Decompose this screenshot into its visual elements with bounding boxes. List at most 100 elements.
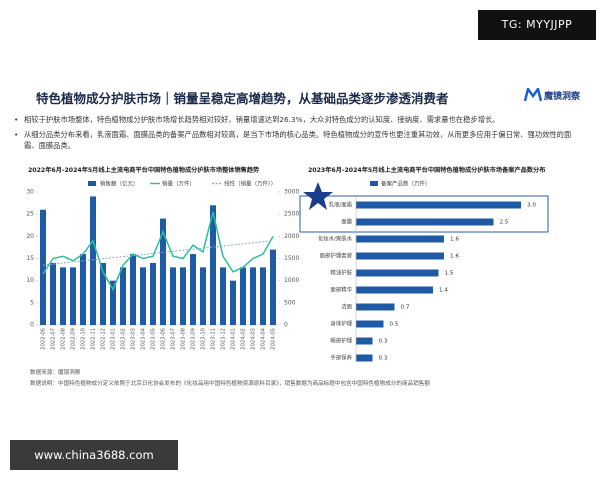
- y2-tick-label: 0: [284, 322, 288, 329]
- bar: [210, 205, 216, 325]
- bar: [180, 267, 186, 325]
- bar: [356, 201, 521, 209]
- value-label: 0.3: [379, 356, 388, 362]
- bar: [170, 267, 176, 325]
- bar: [230, 280, 236, 325]
- star: [303, 182, 333, 210]
- x-tick-label: 2023-03: [131, 328, 137, 350]
- x-tick-label: 2023-05: [151, 328, 157, 350]
- bar: [200, 267, 206, 325]
- y-tick-label: 20: [26, 233, 34, 240]
- slide-title: 特色植物成分护肤市场｜销量呈稳定高增趋势，从基础品类逐步渗透消费者: [36, 91, 449, 106]
- bar: [80, 254, 86, 325]
- bar: [356, 303, 395, 311]
- legend-label: 线性（销量（万件））: [224, 180, 276, 188]
- category-label: 面部护理套装: [320, 252, 353, 260]
- x-tick-label: 2024-05: [271, 328, 277, 350]
- bar: [356, 218, 494, 226]
- y2-tick-label: 3000: [284, 189, 299, 196]
- watermark: TG: MYYJJPP: [478, 10, 596, 40]
- x-tick-label: 2023-07: [171, 328, 177, 350]
- x-tick-label: 2023-08: [181, 328, 187, 350]
- value-label: 1.6: [450, 237, 459, 243]
- bullet: 从细分品类分布来看，乳液面霜、面膜品类的备案产品数相对较高，是当下市场的核心品类…: [14, 129, 584, 151]
- bar: [356, 286, 433, 294]
- highlight-box: [299, 195, 549, 233]
- x-tick-label: 2022-09: [71, 328, 77, 350]
- category-label: 乳液/面霜: [329, 201, 353, 209]
- logo-text: 魔镜洞察: [544, 92, 581, 102]
- x-tick-label: 2022-10: [81, 328, 87, 350]
- value-label: 0.5: [390, 322, 399, 328]
- value-label: 3.0: [527, 203, 536, 209]
- bar: [40, 209, 46, 325]
- bar: [356, 320, 384, 328]
- category-label: 化妆水/爽肤水: [318, 235, 353, 243]
- category-label: 眼部护理: [330, 337, 352, 345]
- bar: [240, 267, 246, 325]
- y-tick-label: 10: [26, 277, 34, 284]
- legend-label: 销售额（亿元）: [100, 180, 139, 188]
- chart-title: 2023年6月-2024年5月线上主流电商平台中国特色植物成分护肤市场备案产品数…: [308, 166, 545, 174]
- chart-title: 2022年6月-2024年5月线上主流电商平台中国特色植物成分护肤市场整体销售趋…: [28, 166, 260, 174]
- y-tick-label: 30: [26, 189, 34, 196]
- x-tick-label: 2023-04: [141, 327, 147, 349]
- y2-tick-label: 2000: [284, 233, 299, 240]
- bullet: 相较于护肤市场整体，特色植物成分护肤市场增长趋势相对较好，销量增速达到26.3%…: [14, 114, 584, 125]
- value-label: 1.6: [450, 254, 459, 260]
- value-label: 0.3: [379, 339, 388, 345]
- y-tick-label: 25: [26, 211, 34, 218]
- legend-label: 销量（万件）: [162, 180, 195, 188]
- x-tick-label: 2023-10: [201, 328, 207, 350]
- x-tick-label: 2023-12: [221, 328, 227, 350]
- trend-line: [42, 240, 274, 266]
- bar: [50, 262, 56, 325]
- bar: [270, 249, 276, 325]
- x-tick-label: 2024-04: [261, 327, 267, 349]
- bar: [90, 196, 96, 325]
- y2-tick-label: 500: [284, 299, 296, 306]
- category-label: 精油护肤: [330, 269, 352, 277]
- x-tick-label: 2024-01: [231, 328, 237, 350]
- bar: [100, 262, 106, 325]
- category-label: 身体护理: [330, 320, 352, 328]
- x-tick-label: 2023-11: [211, 328, 217, 350]
- legend-swatch: [370, 181, 378, 186]
- value-label: 2.5: [500, 220, 509, 226]
- bar: [356, 354, 373, 362]
- value-label: 1.5: [445, 271, 454, 277]
- bar: [110, 280, 116, 325]
- bar: [356, 269, 439, 277]
- y2-tick-label: 1000: [284, 277, 299, 284]
- legend-swatch: [88, 181, 96, 186]
- bar: [356, 337, 373, 345]
- data-note: 数据说明：中国特色植物成分定义依照于北京日化协会发布的《化妆品用中国特色植物资源…: [30, 381, 430, 387]
- y-tick-label: 15: [26, 255, 34, 262]
- line: [42, 211, 274, 292]
- x-tick-label: 2024-02: [241, 328, 247, 350]
- bar: [220, 267, 226, 325]
- y2-tick-label: 2500: [284, 211, 299, 218]
- value-label: 1.4: [439, 288, 448, 294]
- y-tick-label: 5: [30, 299, 34, 306]
- x-tick-label: 2022-06: [41, 328, 47, 350]
- category-label: 手部保养: [330, 354, 352, 362]
- bar: [356, 235, 444, 243]
- bar: [160, 218, 166, 325]
- x-tick-label: 2023-02: [121, 328, 127, 350]
- x-tick-label: 2023-09: [191, 328, 197, 350]
- category-label: 面部精华: [330, 286, 352, 294]
- x-tick-label: 2022-08: [61, 328, 67, 350]
- category-label: 面膜: [341, 218, 352, 226]
- bar: [60, 267, 66, 325]
- x-tick-label: 2022-11: [91, 328, 97, 350]
- x-tick-label: 2023-06: [161, 328, 167, 350]
- legend-label: 备案产品数（万件）: [381, 180, 431, 188]
- x-tick-label: 2022-07: [51, 328, 57, 350]
- logo-icon: [524, 88, 542, 102]
- x-tick-label: 2023-01: [111, 328, 117, 350]
- bar: [190, 254, 196, 325]
- footer-url: www.china3688.com: [10, 440, 178, 470]
